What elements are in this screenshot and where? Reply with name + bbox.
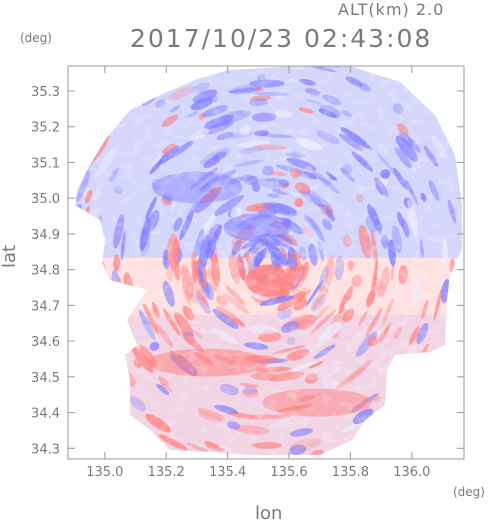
lon-tick-label: 135.2 <box>148 465 185 480</box>
velocity-patch <box>104 303 117 325</box>
lon-tick-label: 135.0 <box>86 465 123 480</box>
lat-tick-label: 34.3 <box>31 442 60 457</box>
lat-tick-label: 35.2 <box>31 121 60 136</box>
velocity-patch <box>92 346 102 361</box>
lat-tick-label: 34.8 <box>31 264 60 279</box>
lon-tick-label: 135.8 <box>332 465 369 480</box>
lat-tick-label: 34.9 <box>31 228 60 243</box>
lat-tick-label: 34.4 <box>31 407 60 422</box>
velocity-patch <box>160 76 173 86</box>
velocity-patch <box>96 349 113 375</box>
y-axis-unit: (deg) <box>20 31 52 45</box>
velocity-patch <box>376 426 394 439</box>
velocity-patch <box>75 262 83 272</box>
lat-tick-label: 34.7 <box>31 299 60 314</box>
velocity-patch <box>100 356 114 375</box>
velocity-patch <box>101 349 113 364</box>
lat-tick-label: 35.3 <box>31 85 60 100</box>
velocity-patch <box>452 295 457 312</box>
velocity-patch <box>388 403 412 425</box>
velocity-patch <box>76 249 87 263</box>
lat-tick-label: 34.6 <box>31 335 60 350</box>
velocity-patch <box>93 356 104 372</box>
velocity-patch <box>100 372 113 390</box>
lat-tick-label: 34.5 <box>31 371 60 386</box>
velocity-patch <box>93 355 100 364</box>
velocity-patch <box>461 269 470 296</box>
lat-tick-label: 35.0 <box>31 192 60 207</box>
x-axis-title: lon <box>255 503 283 524</box>
velocity-patch <box>449 323 455 332</box>
velocity-patch <box>322 452 350 455</box>
velocity-patch <box>465 231 471 266</box>
velocity-patch <box>394 370 415 395</box>
velocity-patch <box>91 232 99 254</box>
radial-velocity-field <box>75 54 473 455</box>
velocity-patch <box>454 306 461 325</box>
velocity-patch <box>75 334 86 346</box>
velocity-patch <box>464 242 473 271</box>
velocity-patch <box>77 275 83 287</box>
velocity-patch <box>221 66 237 68</box>
velocity-patch <box>77 312 87 338</box>
lon-tick-label: 135.6 <box>270 465 307 480</box>
plot-frame <box>67 65 465 460</box>
x-axis-unit: (deg) <box>453 485 485 499</box>
lon-tick-label: 135.4 <box>209 465 246 480</box>
velocity-patch <box>281 54 300 65</box>
observation-datetime: 2017/10/23 02:43:08 <box>130 24 433 53</box>
lat-tick-label: 35.1 <box>31 156 60 171</box>
lon-tick-label: 136.0 <box>393 465 430 480</box>
velocity-patch <box>93 277 105 290</box>
altitude-label: ALT(km) 2.0 <box>338 0 445 19</box>
